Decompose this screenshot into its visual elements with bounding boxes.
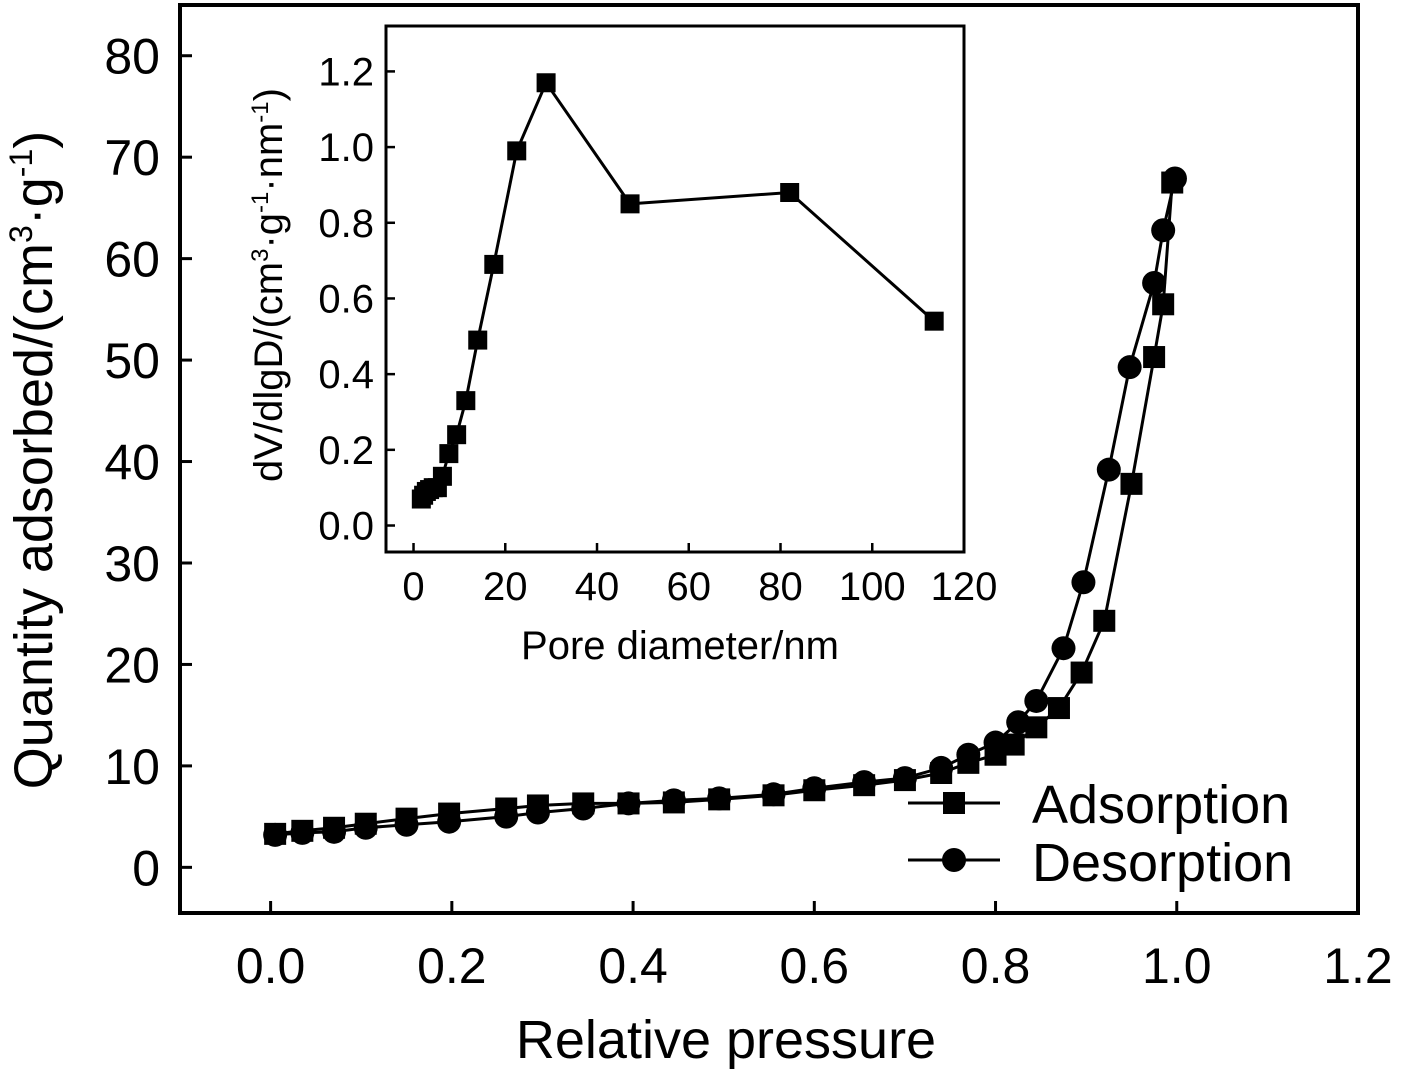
desorption-point (1142, 270, 1167, 295)
main-x-tick-label: 0.6 (780, 938, 850, 994)
desorption-point (761, 782, 786, 807)
inset-point (468, 330, 488, 350)
inset-y-tick-label: 1.2 (318, 50, 374, 94)
inset-y-tick-label: 0.0 (318, 505, 374, 549)
main-y-tick-label: 70 (104, 130, 160, 186)
inset-y-tick-label: 1.0 (318, 126, 374, 170)
inset-point (432, 466, 452, 486)
inset-y-axis-label: dV/dlgD/(cm3·g-1·nm-1) (247, 88, 291, 482)
inset-point (620, 194, 640, 214)
desorption-point (571, 796, 596, 821)
adsorption-point (1070, 661, 1093, 684)
legend-adsorption-label: Adsorption (1032, 775, 1290, 835)
main-x-tick-label: 0.8 (961, 938, 1031, 994)
main-y-tick-label: 0 (132, 840, 160, 896)
desorption-point (983, 730, 1008, 755)
inset-x-tick-label: 80 (758, 565, 803, 609)
main-y-tick-labels: 0 10 20 30 40 50 60 70 80 (104, 29, 160, 897)
inset-point (447, 425, 467, 445)
desorption-point (1006, 710, 1031, 735)
inset-x-tick-label: 40 (575, 565, 620, 609)
main-y-tick-label: 10 (104, 739, 160, 795)
desorption-point (1096, 457, 1121, 482)
inset-x-tick-label: 60 (667, 565, 712, 609)
desorption-point (956, 742, 981, 767)
legend: Adsorption Desorption (908, 775, 1293, 893)
main-y-axis-label: Quantity adsorbed/(cm3·g-1) (3, 131, 64, 790)
inset-point (456, 391, 476, 411)
main-plot-frame (178, 3, 1360, 915)
desorption-point (322, 819, 347, 844)
inset-y-tick-labels: 0.0 0.2 0.4 0.6 0.8 1.0 1.2 (318, 50, 374, 548)
main-y-tick-label: 20 (104, 637, 160, 693)
main-y-tick-label: 60 (104, 232, 160, 288)
main-y-tick-label: 80 (104, 29, 160, 85)
desorption-point (1051, 636, 1076, 661)
inset-point (924, 311, 944, 331)
inset-point (439, 444, 459, 464)
main-y-tick-label: 50 (104, 333, 160, 389)
legend-adsorption-marker (943, 792, 965, 814)
desorption-point (1071, 570, 1096, 595)
legend-desorption-marker (942, 848, 966, 872)
adsorption-point (1002, 733, 1025, 756)
inset-x-tick-label: 120 (931, 565, 998, 609)
adsorption-point (1047, 697, 1070, 720)
main-x-tick-label: 0.2 (417, 938, 487, 994)
inset-x-tick-labels: 0 20 40 60 80 100 120 (402, 565, 997, 609)
desorption-point (1151, 218, 1176, 243)
desorption-point (929, 755, 954, 780)
inset-y-tick-label: 0.8 (318, 202, 374, 246)
desorption-point (263, 822, 288, 847)
main-y-tick-label: 40 (104, 435, 160, 491)
inset-y-tick-label: 0.4 (318, 353, 374, 397)
main-x-axis-label: Relative pressure (516, 1010, 936, 1070)
adsorption-line (274, 182, 1174, 836)
desorption-point (892, 766, 917, 791)
main-x-tick-label: 1.2 (1323, 938, 1393, 994)
desorption-point (1117, 355, 1142, 380)
desorption-point (1162, 166, 1187, 191)
desorption-point (616, 791, 641, 816)
inset-x-tick-label: 20 (483, 565, 528, 609)
inset-y-tick-label: 0.2 (318, 429, 374, 473)
inset-point (536, 73, 556, 93)
inset-x-tick-label: 100 (839, 565, 906, 609)
desorption-point (707, 786, 732, 811)
main-axis-ticks (180, 54, 1360, 913)
desorption-point (394, 812, 419, 837)
series-pore-size-distribution (411, 73, 944, 509)
desorption-point (437, 809, 462, 834)
desorption-point (661, 788, 686, 813)
desorption-point (1024, 688, 1049, 713)
inset-x-tick-label: 0 (402, 565, 424, 609)
main-x-tick-label: 0.4 (598, 938, 668, 994)
series-desorption (263, 166, 1187, 847)
inset-point (780, 183, 800, 203)
desorption-point (802, 776, 827, 801)
desorption-point (494, 804, 519, 829)
main-x-tick-label: 1.0 (1142, 938, 1212, 994)
adsorption-point (1025, 716, 1048, 739)
inset-point (484, 254, 504, 274)
desorption-point (353, 815, 378, 840)
main-x-tick-labels: 0.0 0.2 0.4 0.6 0.8 1.0 1.2 (236, 938, 1393, 994)
desorption-point (525, 800, 550, 825)
legend-desorption-label: Desorption (1032, 833, 1293, 893)
desorption-line (274, 178, 1177, 837)
inset-axis-ticks (386, 70, 966, 552)
inset-plot-frame (384, 24, 966, 554)
desorption-point (852, 770, 877, 795)
main-x-tick-label: 0.0 (236, 938, 306, 994)
adsorption-point (1120, 472, 1143, 495)
adsorption-point (1093, 609, 1116, 632)
inset-x-axis-label: Pore diameter/nm (521, 624, 839, 668)
adsorption-point (1152, 293, 1175, 316)
main-y-tick-label: 30 (104, 536, 160, 592)
desorption-point (290, 820, 315, 845)
adsorption-point (1143, 346, 1166, 369)
inset-y-tick-label: 0.6 (318, 277, 374, 321)
inset-point (507, 141, 527, 161)
